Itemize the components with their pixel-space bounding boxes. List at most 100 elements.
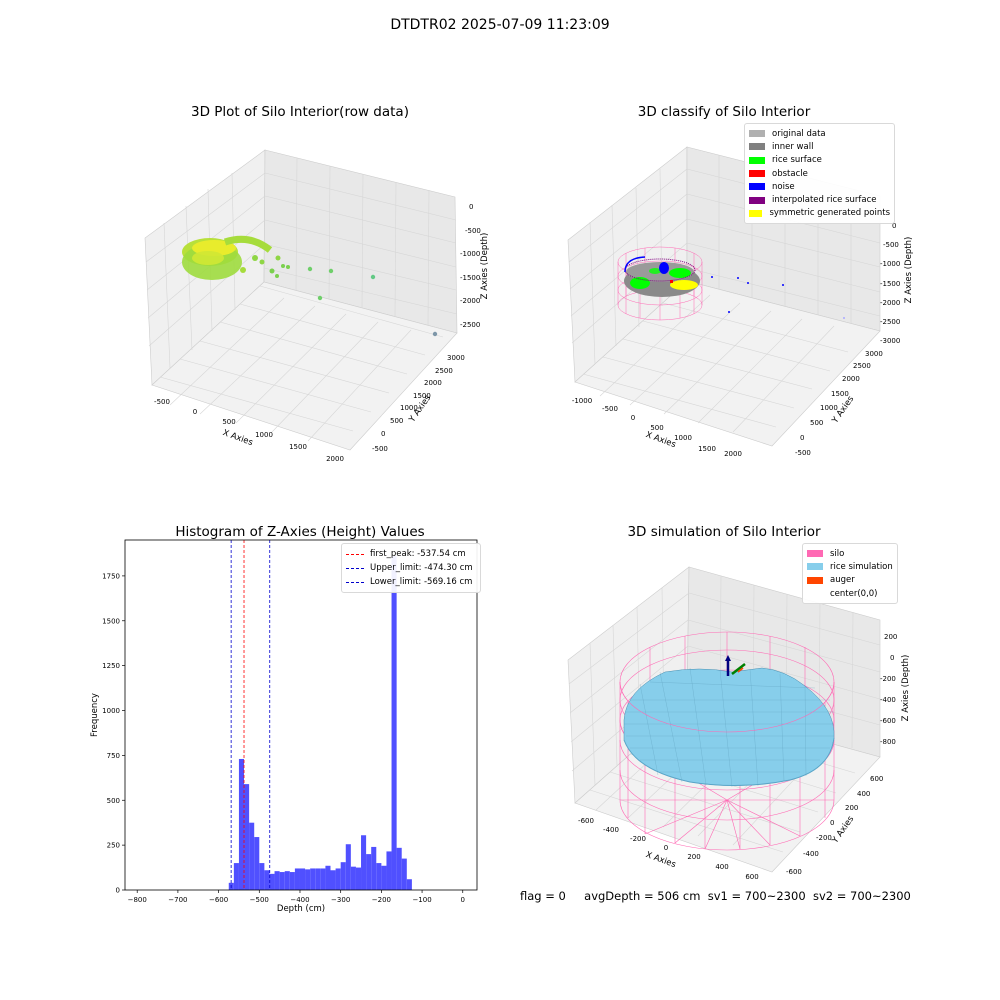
legend-label: original data — [772, 128, 826, 139]
tl-ytick: 500 — [390, 417, 403, 425]
legend-label: obstacle — [772, 168, 808, 179]
br-ytick: 200 — [845, 804, 858, 812]
hist-yticks: 0 250 500 750 1000 1250 1500 1750 — [102, 572, 125, 895]
tl-xtick: 1500 — [289, 443, 307, 451]
tr-legend: original data inner wall rice surface ob… — [744, 123, 895, 225]
tr-ytick: 1000 — [820, 404, 838, 412]
hist-bar — [249, 822, 255, 890]
tl-xtick: 500 — [222, 418, 235, 426]
tl-ytick: 1000 — [400, 404, 418, 412]
hist-bar — [325, 865, 331, 890]
legend-label: Upper_limit: -474.30 cm — [370, 563, 473, 573]
br-xtick: -400 — [603, 826, 619, 834]
hist-bars — [228, 556, 412, 890]
br-ztick: -600 — [880, 717, 896, 725]
tr-ztick: -500 — [883, 241, 899, 249]
auger-arm — [731, 663, 746, 675]
legend-swatch — [749, 156, 765, 164]
legend-label: rice simulation — [830, 561, 893, 572]
tr-ztick: 0 — [892, 222, 896, 230]
tr-ytick: 2000 — [842, 375, 860, 383]
tr-xtick: 1000 — [674, 434, 692, 442]
tl-ztick: -1000 — [460, 250, 480, 258]
tl-xtick: 1000 — [255, 431, 273, 439]
tl-ztick: -2500 — [460, 321, 480, 329]
hist-bar — [355, 867, 362, 890]
panel-tr-title: 3D classify of Silo Interior — [637, 104, 811, 120]
hist-bar — [284, 871, 290, 890]
br-rice-simulation — [623, 667, 835, 788]
hist-legend-item: Upper_limit: -474.30 cm — [346, 561, 476, 575]
auger-tip — [725, 655, 731, 661]
tr-ztick: -1500 — [880, 280, 900, 288]
tl-xtick: 0 — [193, 408, 197, 416]
tl-ytick: 2500 — [435, 367, 453, 375]
br-xlabel: X Axies — [644, 850, 677, 870]
br-legend-item: silo — [807, 547, 893, 560]
br-auger — [725, 655, 746, 676]
tr-interpolated-points — [624, 258, 696, 282]
panel-br-3d-simulation: -600 -400 -200 0 200 400 600 -600 -400 -… — [567, 566, 911, 881]
legend-label: symmetric generated points — [769, 208, 890, 219]
tl-point-cloud — [182, 235, 438, 337]
legend-swatch — [807, 576, 823, 584]
br-ytick: -400 — [803, 850, 819, 858]
br-legend-item: rice simulation — [807, 560, 893, 573]
hist-ytick-label: 250 — [107, 842, 120, 850]
legend-label: inner wall — [772, 141, 814, 152]
hist-bar — [299, 868, 306, 890]
hist-bar — [269, 873, 275, 890]
legend-label: silo — [830, 548, 845, 559]
br-legend-item: center(0,0) — [807, 587, 893, 600]
hist-bar — [335, 868, 341, 890]
hist-xtick-label: −200 — [372, 896, 391, 904]
hist-xtick-label: −400 — [290, 896, 309, 904]
hist-bar — [264, 870, 270, 890]
hist-bar — [406, 879, 412, 890]
legend-label: interpolated rice surface — [772, 195, 877, 206]
hist-bar — [294, 868, 300, 890]
br-ztick: -400 — [880, 696, 896, 704]
br-ytick: -200 — [816, 834, 832, 842]
br-xtick: -200 — [630, 835, 646, 843]
panel-tl-3d-scatter: -500 0 500 1000 1500 2000 -500 0 500 100… — [144, 149, 490, 463]
tl-ztick: -500 — [465, 227, 481, 235]
flag-text: flag = 0 — [520, 889, 566, 903]
br-xtick: 200 — [687, 853, 700, 861]
hist-bar — [289, 872, 295, 890]
tr-ytick: 0 — [800, 434, 804, 442]
hist-ytick-label: 500 — [107, 797, 120, 805]
hist-bar — [361, 835, 367, 890]
br-xtick: -600 — [578, 817, 594, 825]
tr-ytick: 2500 — [853, 362, 871, 370]
tr-symmetric-points — [670, 280, 698, 290]
tr-legend-item: inner wall — [749, 140, 890, 153]
hist-bar — [310, 868, 316, 890]
hist-ytick-label: 750 — [107, 752, 120, 760]
hist-ylabel: Frequency — [90, 693, 100, 737]
tr-legend-item: obstacle — [749, 167, 890, 180]
hist-bar — [396, 847, 402, 890]
hist-xtick-label: −300 — [331, 896, 350, 904]
legend-line — [346, 553, 364, 555]
hist-bar — [305, 869, 311, 890]
legend-swatch — [749, 143, 765, 151]
br-xtick: 600 — [745, 873, 758, 881]
rice-surface — [623, 667, 835, 786]
legend-swatch — [807, 563, 823, 571]
tr-legend-item: symmetric generated points — [749, 207, 890, 220]
legend-label: Lower_limit: -569.16 cm — [370, 577, 473, 587]
figure-title: DTDTR02 2025-07-09 11:23:09 — [390, 17, 610, 33]
tr-ztick: -1000 — [880, 260, 900, 268]
tr-ztick: -3000 — [880, 337, 900, 345]
br-ztick: -200 — [880, 675, 896, 683]
tl-ytick: 3000 — [447, 354, 465, 362]
hist-ytick-label: 1750 — [102, 572, 120, 580]
br-zlabel: Z Axies (Depth) — [901, 655, 911, 722]
tl-xtick: -500 — [154, 398, 170, 406]
hist-legend: first_peak: -537.54 cm Upper_limit: -474… — [341, 543, 481, 593]
tl-ytick: 1500 — [413, 392, 431, 400]
hist-bar — [320, 868, 326, 890]
hist-bar — [315, 868, 321, 890]
tr-ytick: 500 — [810, 419, 823, 427]
